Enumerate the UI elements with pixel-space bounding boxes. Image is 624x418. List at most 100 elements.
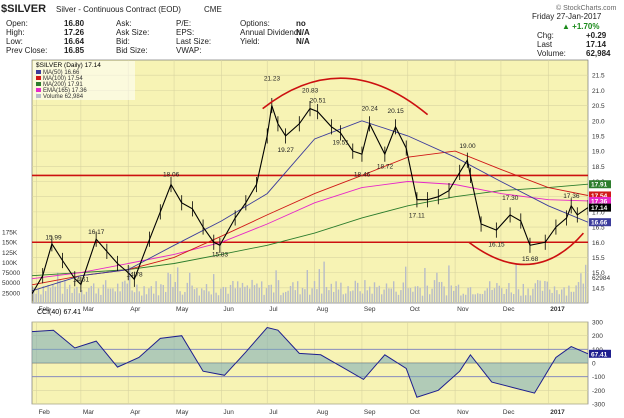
legend-ema-swatch (36, 88, 41, 92)
price-tick-label: 20.0 (592, 118, 605, 125)
volume-bar (251, 279, 253, 303)
cci-line (32, 326, 588, 398)
volume-bar (357, 282, 359, 303)
volume-bar (95, 293, 97, 303)
price-annotation: 17.36 (563, 193, 580, 200)
cci-month-label: Feb (39, 409, 51, 416)
volume-bar (119, 291, 121, 303)
volume-bar (424, 267, 426, 303)
price-month-label: Mar (83, 306, 95, 313)
volume-bar (549, 289, 551, 303)
price-annotation: 17.30 (502, 195, 519, 202)
volume-bar (397, 294, 400, 303)
volume-bar (73, 288, 76, 303)
volume-bar (385, 283, 388, 303)
volume-bar (294, 290, 296, 303)
volume-bar (551, 292, 553, 303)
volume-bar (318, 269, 320, 303)
axis-tag-label: 17.36 (591, 198, 608, 205)
volume-bar (169, 274, 172, 303)
axis-tag-box (589, 180, 611, 189)
volume-bar (323, 261, 325, 303)
volume-bar (225, 287, 227, 303)
volume-value: 62,984 (586, 49, 611, 58)
volume-bar (493, 288, 496, 303)
volume-bar (522, 283, 524, 303)
volume-bar (37, 288, 40, 303)
volume-bar (378, 285, 380, 303)
volume-bar (49, 287, 52, 303)
legend-price: $SILVER (Daily) 17.14 (36, 62, 101, 69)
volume-bar (148, 288, 150, 303)
volume-bar (429, 294, 431, 303)
volume-bar (417, 286, 419, 303)
volume-bar (273, 292, 275, 303)
volume-bar (345, 293, 347, 303)
legend-volume: Volume 62,984 (43, 94, 84, 100)
price-tick-label: 19.0 (592, 149, 605, 156)
volume-label: Volume: (537, 49, 566, 58)
axis-tag-box (589, 203, 611, 212)
volume-bar (143, 286, 145, 303)
price-annotation: 20.15 (388, 108, 405, 115)
cci-tick-label: 0 (592, 361, 596, 368)
volume-bar (244, 286, 246, 303)
options-label: Options: (240, 19, 270, 28)
volume-bar (568, 285, 570, 303)
cci-tick-label: 200 (592, 333, 603, 340)
volume-bar (177, 267, 179, 303)
volume-bar (517, 289, 520, 303)
series-lines (32, 97, 588, 302)
price-annotation: 19.27 (278, 147, 295, 154)
cci-x-axis: Feb Mar Apr May Jun Jul Aug Sep Oct Nov Dec 2017 (39, 409, 566, 416)
cci-month-label: Nov (457, 409, 469, 416)
volume-bar (570, 291, 572, 303)
volume-bar (508, 283, 510, 303)
open-label: Open: (6, 19, 28, 28)
cci-tick-label: 300 (592, 320, 603, 327)
volume-bar (85, 291, 88, 303)
volume-bar (534, 283, 536, 303)
volume-bar (261, 281, 263, 303)
volume-bar (366, 290, 368, 303)
volume-bar (486, 288, 488, 303)
cci-series (32, 326, 588, 398)
volume-bar (270, 284, 272, 303)
volume-bar (78, 293, 80, 303)
volume-bar (179, 291, 181, 303)
volume-bar (573, 291, 575, 303)
volume-bar (537, 280, 539, 303)
volume-bar (64, 280, 66, 303)
volume-bar (340, 282, 342, 303)
cci-month-label: 2017 (550, 409, 565, 416)
volume-tick-label: 175K (2, 230, 18, 237)
price-annotation: 20.83 (302, 88, 319, 95)
volume-bar (405, 266, 407, 303)
cci-month-label: Oct (410, 409, 420, 416)
volume-bar (213, 274, 215, 303)
volume-bar (193, 289, 196, 303)
bottom-arc (468, 232, 585, 266)
volume-bar (407, 288, 409, 303)
volume-bar (129, 266, 131, 303)
volume-bar (189, 272, 191, 303)
volume-bar (501, 288, 503, 303)
volume-bar (577, 282, 580, 303)
price-tick-label: 21.0 (592, 88, 605, 95)
volume-bar (529, 295, 532, 303)
price-annotation: 18.06 (163, 172, 180, 179)
volume-bar (304, 289, 306, 303)
eps-label: EPS: (176, 28, 195, 37)
volume-bar (105, 280, 107, 303)
ema-line (32, 181, 588, 280)
price-month-label: Dec (503, 306, 515, 313)
volume-bar (467, 287, 469, 303)
price-tick-label: 21.5 (592, 73, 605, 80)
high-value: 17.26 (64, 28, 85, 37)
volume-bar (47, 285, 49, 303)
volume-bar (532, 288, 534, 303)
volume-bar (400, 290, 402, 303)
price-annotation: 21.23 (264, 75, 281, 82)
